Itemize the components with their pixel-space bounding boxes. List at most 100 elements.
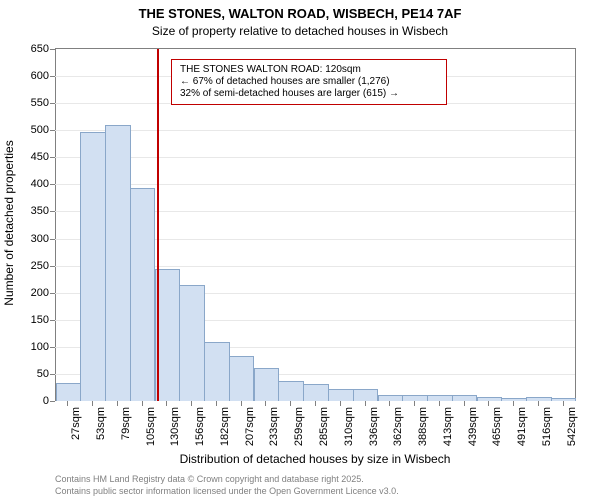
xtick-mark	[67, 401, 68, 406]
ytick-mark	[50, 374, 55, 375]
histogram-bar	[56, 383, 82, 401]
xtick-mark	[488, 401, 489, 406]
xtick-label: 156sqm	[194, 407, 206, 446]
xtick-mark	[340, 401, 341, 406]
xtick-mark	[290, 401, 291, 406]
ytick-label: 400	[31, 178, 49, 190]
ytick-label: 200	[31, 287, 49, 299]
ytick-label: 250	[31, 260, 49, 272]
xtick-mark	[92, 401, 93, 406]
ytick-mark	[50, 76, 55, 77]
ytick-label: 450	[31, 151, 49, 163]
gridline	[55, 157, 575, 158]
ytick-label: 350	[31, 205, 49, 217]
ytick-label: 50	[37, 368, 49, 380]
annotation-line: THE STONES WALTON ROAD: 120sqm	[180, 64, 438, 76]
xtick-mark	[117, 401, 118, 406]
xtick-label: 388sqm	[417, 407, 429, 446]
xtick-label: 79sqm	[120, 407, 132, 440]
xtick-mark	[142, 401, 143, 406]
histogram-bar	[80, 132, 106, 401]
ytick-mark	[50, 49, 55, 50]
ytick-mark	[50, 239, 55, 240]
xtick-label: 439sqm	[467, 407, 479, 446]
ytick-mark	[50, 130, 55, 131]
xtick-mark	[464, 401, 465, 406]
attribution-text: Contains HM Land Registry data © Crown c…	[55, 474, 399, 497]
y-axis-line	[55, 49, 56, 401]
histogram-bar	[179, 285, 205, 401]
ytick-mark	[50, 184, 55, 185]
xtick-label: 259sqm	[293, 407, 305, 446]
ytick-mark	[50, 347, 55, 348]
xtick-mark	[241, 401, 242, 406]
histogram-bar	[204, 342, 230, 401]
annotation-line: ← 67% of detached houses are smaller (1,…	[180, 76, 438, 88]
ytick-label: 150	[31, 314, 49, 326]
ytick-label: 0	[43, 395, 49, 407]
ytick-label: 600	[31, 70, 49, 82]
histogram-bar	[303, 384, 329, 401]
xtick-label: 27sqm	[70, 407, 82, 440]
chart-title: THE STONES, WALTON ROAD, WISBECH, PE14 7…	[0, 6, 600, 21]
histogram-bar	[328, 389, 354, 401]
ytick-mark	[50, 320, 55, 321]
xtick-mark	[563, 401, 564, 406]
ytick-label: 500	[31, 124, 49, 136]
xtick-label: 413sqm	[442, 407, 454, 446]
gridline	[55, 184, 575, 185]
histogram-bar	[130, 188, 156, 401]
xtick-mark	[166, 401, 167, 406]
xtick-label: 336sqm	[368, 407, 380, 446]
xtick-mark	[414, 401, 415, 406]
ytick-label: 650	[31, 43, 49, 55]
xtick-mark	[265, 401, 266, 406]
histogram-bar	[105, 125, 131, 401]
chart-subtitle: Size of property relative to detached ho…	[0, 24, 600, 38]
xtick-mark	[389, 401, 390, 406]
annotation-box: THE STONES WALTON ROAD: 120sqm← 67% of d…	[171, 59, 447, 105]
xtick-label: 233sqm	[268, 407, 280, 446]
histogram-bar	[278, 381, 304, 401]
y-axis-label: Number of detached properties	[2, 123, 16, 323]
xtick-label: 310sqm	[343, 407, 355, 446]
xtick-mark	[216, 401, 217, 406]
ytick-label: 300	[31, 233, 49, 245]
chart-container: THE STONES, WALTON ROAD, WISBECH, PE14 7…	[0, 0, 600, 500]
xtick-mark	[538, 401, 539, 406]
ytick-mark	[50, 266, 55, 267]
annotation-line: 32% of semi-detached houses are larger (…	[180, 88, 438, 100]
ytick-mark	[50, 157, 55, 158]
xtick-mark	[365, 401, 366, 406]
xtick-label: 53sqm	[95, 407, 107, 440]
ytick-label: 550	[31, 97, 49, 109]
ytick-mark	[50, 401, 55, 402]
xtick-label: 542sqm	[566, 407, 578, 446]
ytick-label: 100	[31, 341, 49, 353]
ytick-mark	[50, 103, 55, 104]
ytick-mark	[50, 211, 55, 212]
histogram-bar	[229, 356, 255, 401]
xtick-label: 285sqm	[318, 407, 330, 446]
xtick-label: 362sqm	[392, 407, 404, 446]
xtick-mark	[191, 401, 192, 406]
xtick-mark	[439, 401, 440, 406]
ytick-mark	[50, 293, 55, 294]
xtick-label: 105sqm	[145, 407, 157, 446]
histogram-bar	[254, 368, 280, 401]
xtick-label: 491sqm	[516, 407, 528, 446]
xtick-label: 130sqm	[169, 407, 181, 446]
xtick-mark	[315, 401, 316, 406]
xtick-mark	[513, 401, 514, 406]
xtick-label: 465sqm	[491, 407, 503, 446]
attribution-line: Contains HM Land Registry data © Crown c…	[55, 474, 399, 486]
attribution-line: Contains public sector information licen…	[55, 486, 399, 498]
xtick-label: 516sqm	[541, 407, 553, 446]
x-axis-label: Distribution of detached houses by size …	[55, 452, 575, 466]
histogram-bar	[427, 395, 453, 401]
gridline	[55, 130, 575, 131]
histogram-bar	[526, 397, 552, 401]
plot-area: 0501001502002503003504004505005506006502…	[55, 48, 576, 401]
histogram-bar	[353, 389, 379, 401]
marker-line	[157, 49, 159, 401]
